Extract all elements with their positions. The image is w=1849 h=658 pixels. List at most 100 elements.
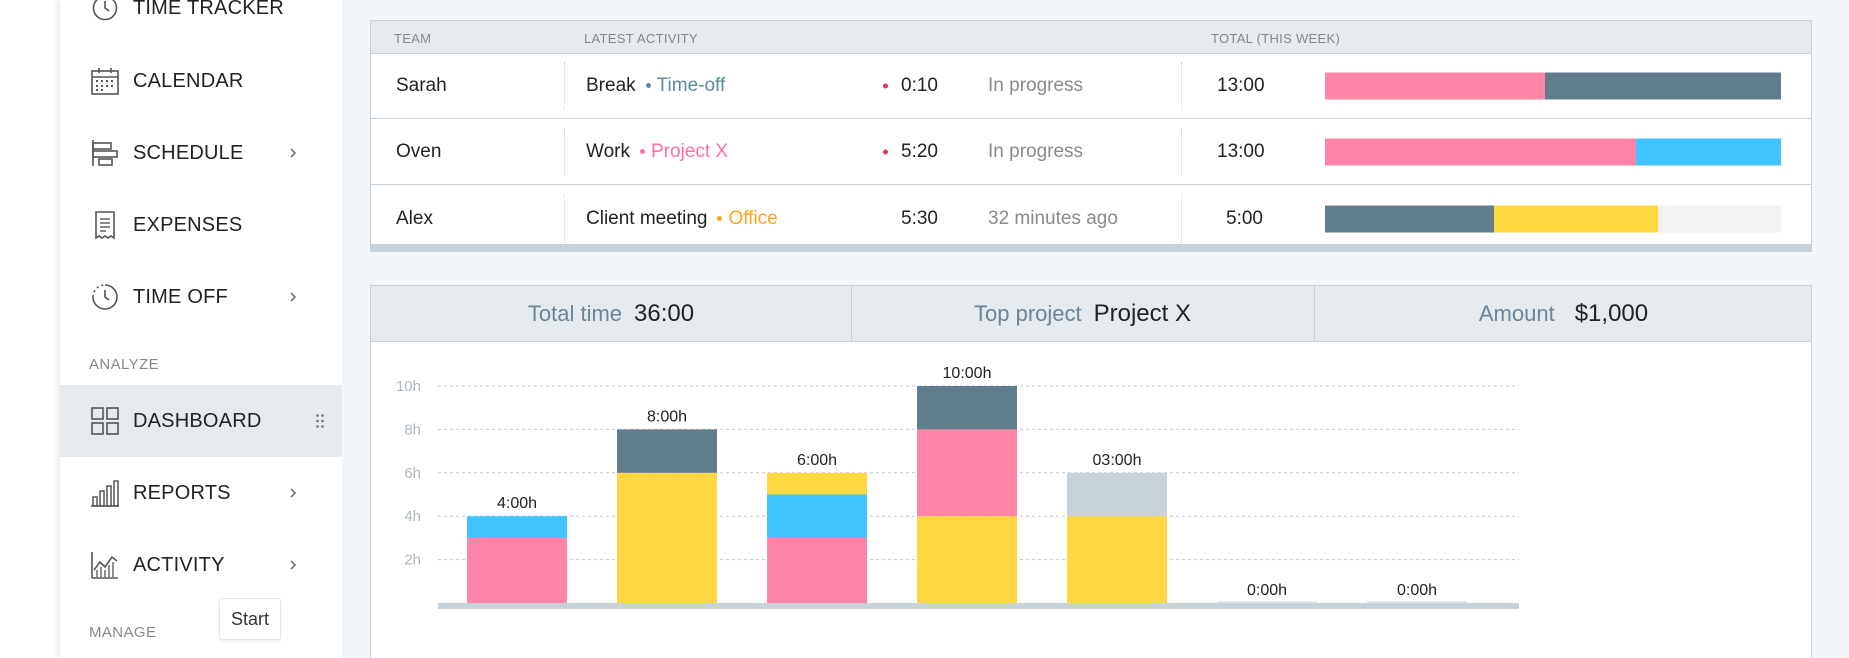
stat-total-time: Total time 36:00 — [371, 286, 851, 341]
entry-status: In progress — [988, 75, 1084, 96]
dashboard-icon — [90, 406, 120, 436]
project-name[interactable]: Project X — [650, 141, 729, 162]
sidebar-item-activity[interactable]: ACTIVITY — [60, 529, 342, 601]
bar-value-label: 8:00h — [647, 408, 687, 425]
bar-segment — [917, 516, 1017, 603]
column-divider — [564, 62, 565, 110]
entry-status: 32 minutes ago — [988, 207, 1118, 229]
start-tooltip: Start — [219, 598, 281, 640]
bar-segment — [467, 516, 567, 538]
sidebar: TIME TRACKER CALENDAR SCHEDULE EXPENSES … — [60, 0, 342, 658]
y-tick-label: 2h — [404, 552, 421, 569]
member-name: Sarah — [396, 75, 447, 96]
y-tick-label: 10h — [396, 378, 421, 395]
bar-value-label: 0:00h — [1397, 582, 1437, 599]
sidebar-item-schedule[interactable]: SCHEDULE — [60, 117, 342, 189]
stat-value: 36:00 — [634, 299, 695, 327]
bar-segment — [917, 429, 1017, 517]
bar-segment — [467, 537, 567, 603]
stat-amount: Amount $1,000 — [1314, 286, 1813, 341]
receipt-icon — [90, 210, 120, 240]
bar-segment — [1636, 138, 1781, 166]
sidebar-item-label: SCHEDULE — [133, 141, 244, 164]
entry-status: In progress — [988, 141, 1084, 162]
chevron-right-icon — [286, 558, 300, 572]
summary-card: Total time 36:00 Top project Project X A… — [370, 285, 1812, 658]
bar-segment — [1067, 472, 1167, 517]
activity-icon — [90, 550, 120, 580]
sidebar-item-time-tracker[interactable]: TIME TRACKER — [60, 0, 342, 44]
section-label-manage: MANAGE — [89, 624, 157, 641]
table-row[interactable]: Sarah Break Time-off 0:10 In progress 13:… — [371, 54, 1811, 119]
section-label-analyze: ANALYZE — [89, 356, 160, 373]
weekly-total: 13:00 — [1217, 141, 1265, 162]
bar-segment — [1325, 205, 1494, 232]
weekly-breakdown-bar — [1325, 138, 1781, 166]
column-divider — [564, 128, 565, 176]
bar-segment — [1545, 72, 1781, 100]
time-off-icon — [90, 282, 120, 312]
activity-description: Work — [586, 141, 630, 162]
bar-value-label: 4:00h — [497, 495, 537, 512]
entry-duration: 5:30 — [901, 207, 938, 229]
bar-value-label: 03:00h — [1093, 452, 1142, 469]
bar-segment — [1325, 72, 1546, 100]
bar-segment — [917, 386, 1017, 430]
calendar-icon — [90, 66, 120, 96]
activity-description: Client meeting — [586, 207, 708, 229]
stat-top-project: Top project Project X — [851, 286, 1314, 341]
left-gutter — [0, 0, 60, 658]
sidebar-item-time-off[interactable]: TIME OFF — [60, 261, 342, 333]
bar-empty — [1367, 601, 1467, 603]
summary-header: Total time 36:00 Top project Project X A… — [371, 286, 1811, 342]
project-dot — [645, 83, 651, 89]
sidebar-item-label: DASHBOARD — [133, 409, 262, 432]
project-name[interactable]: Office — [728, 207, 778, 229]
project-dot — [717, 215, 723, 221]
running-indicator — [883, 83, 888, 89]
sidebar-item-label: EXPENSES — [133, 213, 243, 236]
sidebar-item-calendar[interactable]: CALENDAR — [60, 45, 342, 117]
member-name: Alex — [396, 207, 433, 229]
column-header-latest-activity: LATEST ACTIVITY — [584, 31, 698, 46]
sidebar-item-label: CALENDAR — [133, 69, 244, 92]
sidebar-item-label: REPORTS — [133, 481, 231, 504]
bar-segment — [767, 472, 867, 495]
stat-value[interactable]: Project X — [1093, 299, 1191, 327]
latest-activity: Break Time-off — [586, 75, 725, 97]
sidebar-item-label: TIME OFF — [133, 285, 228, 308]
stat-label: Top project — [974, 300, 1082, 326]
bar-value-label: 6:00h — [797, 452, 837, 469]
entry-duration: 0:10 — [901, 75, 938, 96]
running-indicator — [883, 149, 888, 155]
bar-segment — [767, 494, 867, 538]
drag-handle-icon[interactable] — [315, 413, 325, 429]
y-tick-label: 4h — [404, 508, 421, 525]
x-axis-baseline — [438, 603, 1519, 609]
bar-segment — [617, 472, 717, 603]
column-header-team: TEAM — [394, 31, 432, 46]
project-name[interactable]: Time-off — [656, 75, 726, 96]
sidebar-item-expenses[interactable]: EXPENSES — [60, 189, 342, 261]
chevron-right-icon — [286, 290, 300, 304]
reports-icon — [90, 478, 120, 508]
y-tick-label: 8h — [404, 421, 421, 438]
sidebar-item-dashboard[interactable]: DASHBOARD — [60, 385, 342, 457]
chevron-right-icon — [286, 486, 300, 500]
bar-value-label: 0:00h — [1247, 582, 1287, 599]
bar-segment — [617, 429, 717, 473]
project-dot — [639, 149, 645, 155]
stat-label: Amount — [1478, 300, 1555, 326]
stat-value: $1,000 — [1574, 299, 1649, 327]
bar-segment — [1325, 138, 1637, 166]
weekly-total: 13:00 — [1217, 75, 1265, 96]
team-activity-table: TEAM LATEST ACTIVITY TOTAL (THIS WEEK) S… — [370, 20, 1812, 252]
stat-label: Total time — [527, 300, 623, 326]
table-row[interactable]: Oven Work Project X 5:20 In progress 13:0… — [371, 120, 1811, 185]
sidebar-item-reports[interactable]: REPORTS — [60, 457, 342, 529]
y-tick-label: 6h — [404, 465, 421, 482]
table-row[interactable]: Alex Client meeting Office 5:30 32 minute… — [371, 186, 1811, 251]
bar-value-label: 10:00h — [943, 365, 992, 382]
latest-activity: Client meeting Office — [586, 208, 778, 230]
column-divider — [1181, 62, 1182, 110]
